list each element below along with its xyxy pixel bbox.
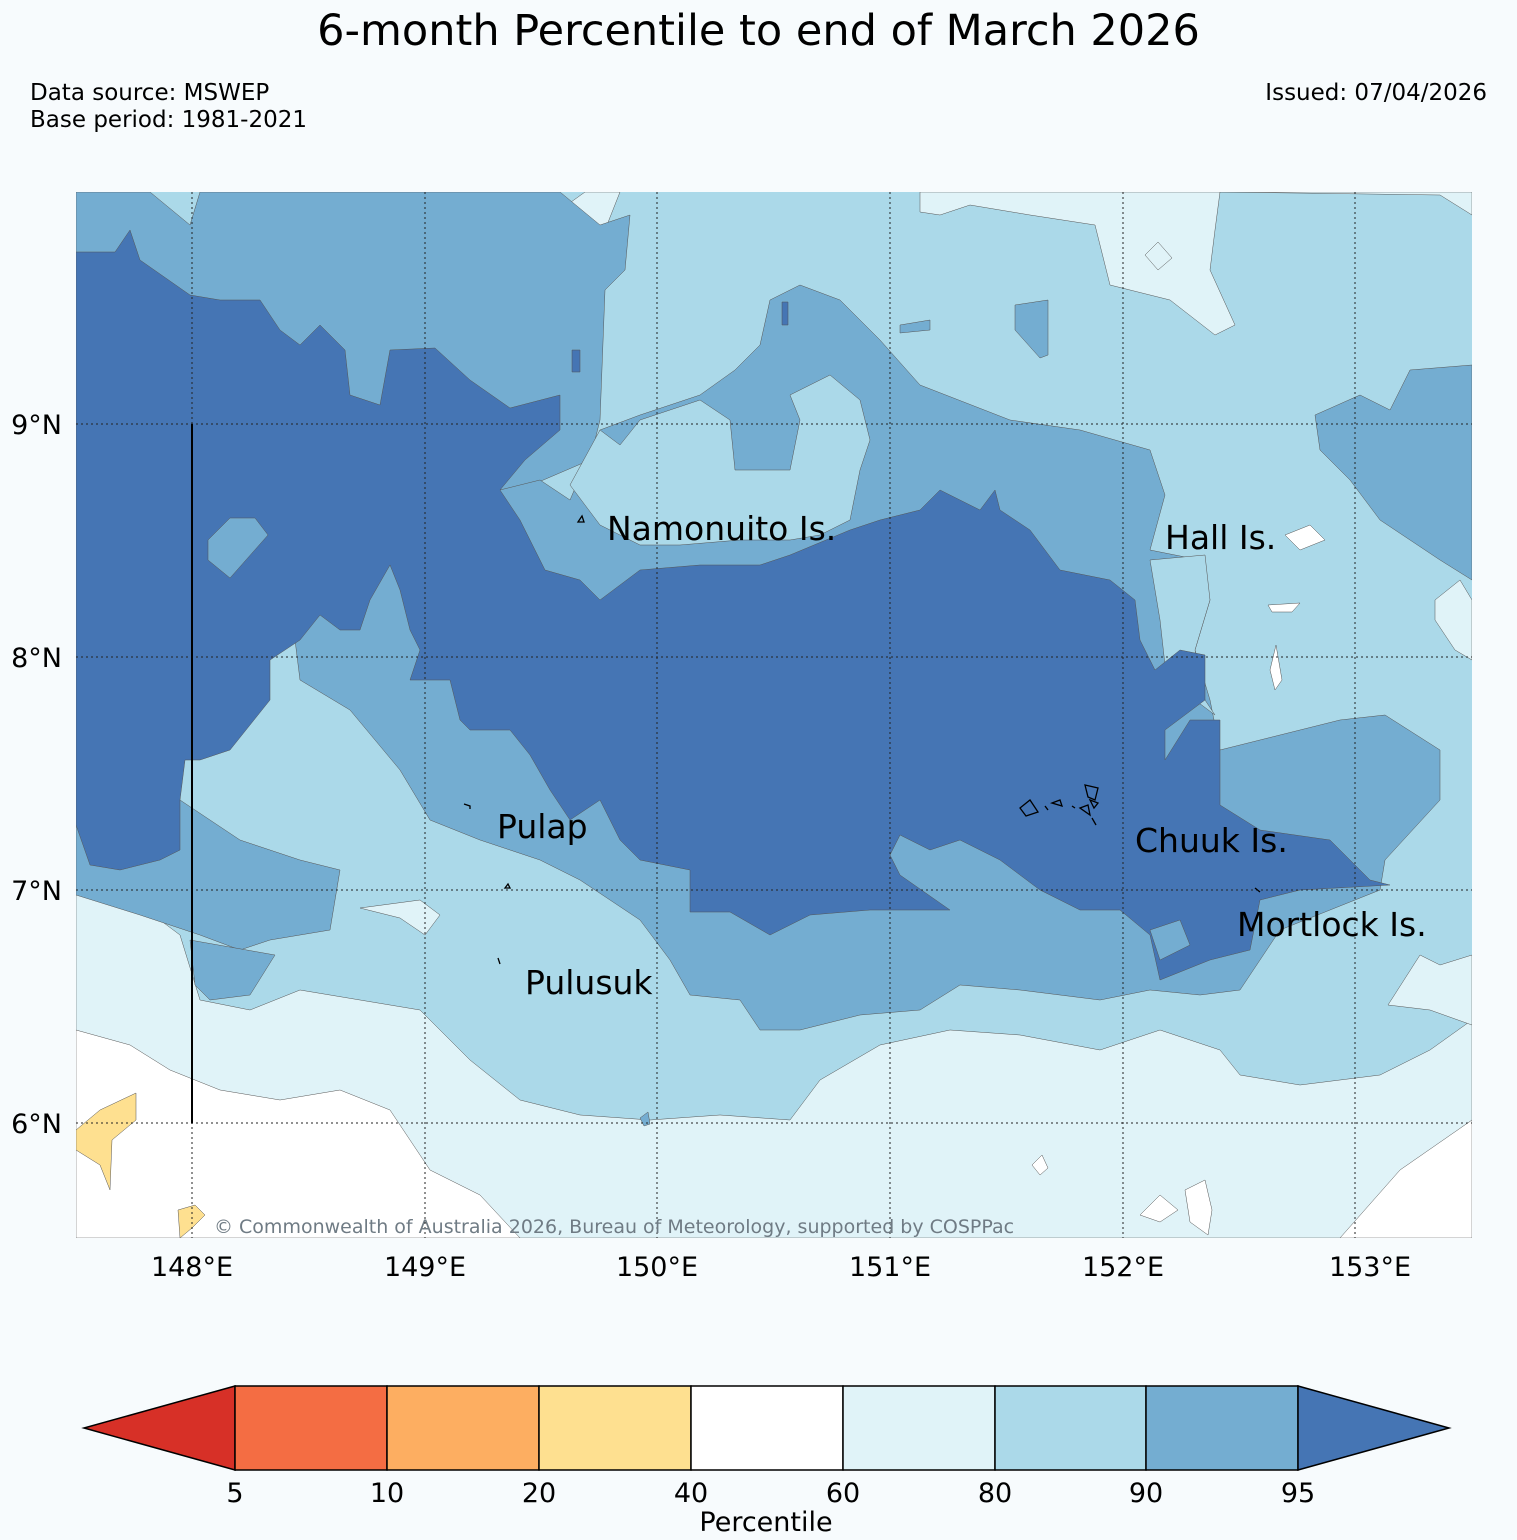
colorbar-tick-60: 60 (826, 1478, 860, 1509)
place-label-mortlock: Mortlock Is. (1237, 905, 1427, 944)
colorbar-tick-95: 95 (1281, 1478, 1315, 1509)
data-info: Data source: MSWEP Base period: 1981-202… (30, 80, 307, 134)
copyright-notice: © Commonwealth of Australia 2026, Bureau… (214, 1216, 1014, 1238)
colorbar-tick-40: 40 (674, 1478, 708, 1509)
band-60-80-south (76, 889, 1472, 1238)
patch-60-80-a (1144, 241, 1173, 271)
patch-80-90-namonuito (569, 374, 871, 546)
percentile-map: Namonuito Is. Hall Is. Pulap Chuuk Is. M… (76, 192, 1472, 1238)
place-label-chuuk: Chuuk Is. (1135, 821, 1288, 860)
place-label-pulap: Pulap (497, 807, 588, 846)
lat-label-9n: 9°N (11, 410, 62, 441)
colorbar-swatch-60-80 (842, 1385, 996, 1471)
colorbar-extend-high (1297, 1385, 1452, 1471)
place-label-namonuito: Namonuito Is. (607, 509, 836, 548)
colorbar-tick-90: 90 (1129, 1478, 1163, 1509)
band-40-60-east (1339, 1119, 1472, 1238)
colorbar-swatch-40-60 (690, 1385, 844, 1471)
patch-40-60-c (1031, 1154, 1049, 1176)
patch-small-a (571, 349, 581, 373)
lon-label-150e: 150°E (616, 1252, 698, 1283)
patch-40-60-e (1267, 602, 1301, 613)
colorbar-tick-10: 10 (370, 1478, 404, 1509)
colorbar (81, 1385, 1452, 1471)
issued-label: Issued: 07/04/2026 (1265, 80, 1487, 106)
map-title: 6-month Percentile to end of March 2026 (317, 6, 1200, 56)
colorbar-title: Percentile (699, 1507, 832, 1538)
patch-40-60-f (1269, 644, 1283, 691)
colorbar-tick-80: 80 (978, 1478, 1012, 1509)
lon-label-152e: 152°E (1082, 1252, 1164, 1283)
band-above-95 (76, 229, 1391, 981)
patch-40-60-b (1184, 1179, 1213, 1236)
colorbar-tick-5: 5 (226, 1478, 243, 1509)
patch-60-80-d (359, 899, 441, 936)
patch-90-95-chuuk (1149, 919, 1191, 961)
patch-40-60-d (1284, 524, 1326, 551)
patch-90-95-a (1014, 299, 1049, 359)
patch-90-95-core (207, 517, 269, 579)
colorbar-swatch-20-40 (538, 1385, 692, 1471)
colorbar-tick-20: 20 (522, 1478, 556, 1509)
patch-20-40-a (76, 1092, 137, 1191)
patch-90-95-pocket (189, 939, 276, 1001)
patch-20-40-b (177, 1204, 206, 1238)
colorbar-extend-low (81, 1385, 236, 1471)
island-outlines (463, 514, 1261, 965)
lon-label-149e: 149°E (384, 1252, 466, 1283)
lon-label-153e: 153°E (1329, 1252, 1411, 1283)
lon-label-148e: 148°E (151, 1252, 233, 1283)
patch-40-60-a (1139, 1194, 1179, 1223)
colorbar-swatch-10-20 (386, 1385, 540, 1471)
band-60-80-northeast (919, 192, 1472, 336)
issued-info: Issued: 07/04/2026 (1265, 80, 1487, 107)
colorbar-swatch-80-90 (994, 1385, 1147, 1471)
patch-60-80-b (1434, 579, 1472, 661)
lat-label-6n: 6°N (11, 1109, 62, 1140)
place-label-hall: Hall Is. (1165, 518, 1276, 557)
data-source-label: Data source: MSWEP (30, 80, 270, 106)
place-label-pulusuk: Pulusuk (525, 963, 653, 1002)
lat-label-7n: 7°N (11, 876, 62, 907)
lon-label-151e: 151°E (849, 1252, 931, 1283)
band-40-60-south (76, 1029, 521, 1238)
band-90-95-northeast (1314, 364, 1472, 581)
patch-60-80-c (1387, 954, 1472, 1026)
patch-small-b (781, 301, 789, 326)
colorbar-swatch-90-95 (1145, 1385, 1299, 1471)
lat-label-8n: 8°N (11, 643, 62, 674)
base-period-label: Base period: 1981-2021 (30, 107, 308, 133)
patch-90-95-b (899, 319, 931, 334)
colorbar-swatch-5-10 (234, 1385, 388, 1471)
